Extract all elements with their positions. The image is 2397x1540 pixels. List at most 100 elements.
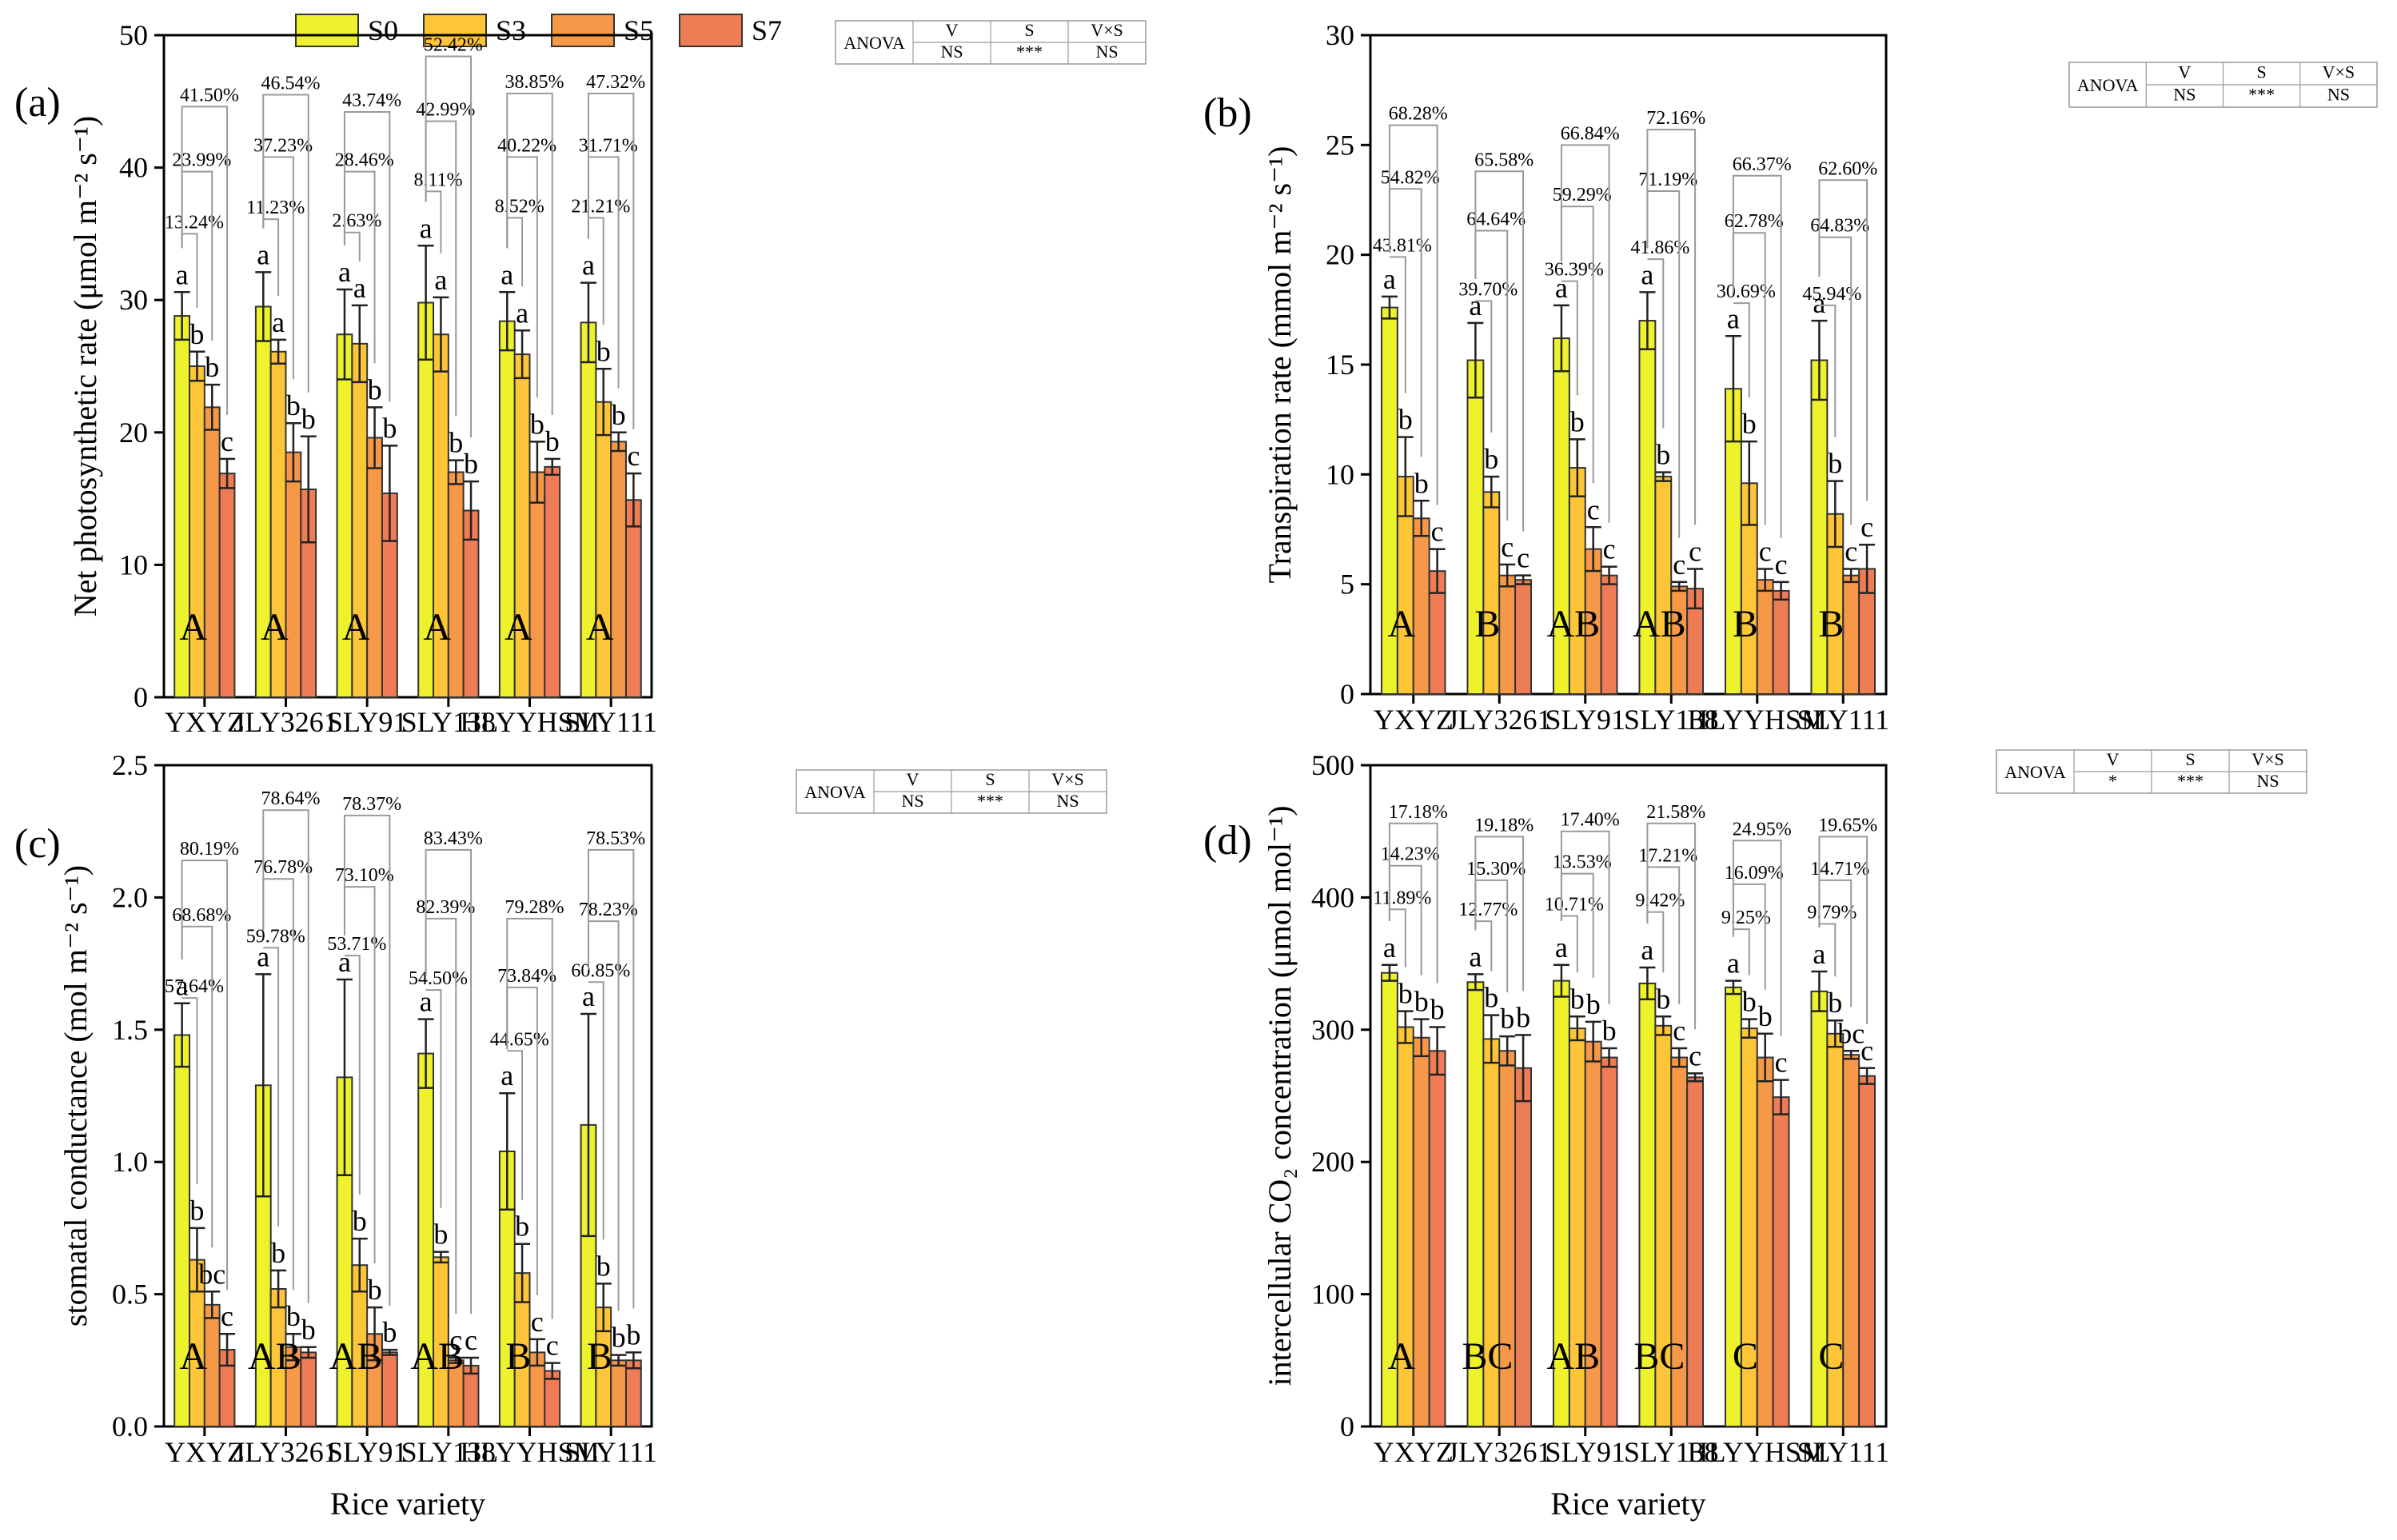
- significance-letter: b: [189, 1195, 204, 1227]
- reduction-percent: 43.81%: [1373, 235, 1432, 256]
- bar: [1756, 579, 1774, 695]
- y-tick-label: 30: [1326, 19, 1354, 51]
- significance-letter: c: [546, 1330, 559, 1362]
- significance-letter: c: [221, 425, 233, 457]
- reduction-percent: 71.19%: [1638, 170, 1697, 190]
- x-tick-label: SLY111: [1797, 1436, 1889, 1468]
- reduction-bracket: [1475, 300, 1493, 433]
- x-tick-label: SLY91: [327, 1436, 407, 1468]
- significance-letter: b: [433, 1219, 448, 1251]
- x-tick-label: HLYYHSM: [460, 706, 599, 738]
- variety-group-letter: A: [342, 606, 370, 648]
- bar: [1756, 1056, 1774, 1428]
- legend-label-s7: S7: [752, 14, 782, 46]
- y-tick-label: 2.0: [112, 881, 148, 913]
- y-tick-label: 100: [1311, 1279, 1354, 1311]
- anova-header: S: [2257, 62, 2267, 82]
- significance-letter: b: [286, 1300, 301, 1332]
- significance-letter: b: [1828, 987, 1842, 1019]
- significance-letter: a: [1555, 932, 1568, 963]
- reduction-percent: 9.79%: [1807, 902, 1857, 923]
- significance-letter: b: [1758, 1000, 1773, 1032]
- anova-header: ANOVA: [804, 782, 866, 802]
- panel-label: (b): [1203, 90, 1252, 136]
- significance-letter: b: [449, 427, 463, 459]
- reduction-percent: 60.85%: [571, 960, 630, 981]
- reduction-percent: 38.85%: [505, 72, 564, 93]
- x-axis-label: Rice variety: [1550, 1486, 1705, 1522]
- panel-label: (a): [14, 80, 61, 126]
- x-tick-label: HLYYHSM: [460, 1436, 599, 1468]
- anova-value: NS: [940, 42, 963, 62]
- reduction-bracket: [587, 92, 635, 430]
- variety-group-letter: BC: [1462, 1335, 1513, 1378]
- reduction-percent: 54.50%: [409, 968, 468, 989]
- x-tick-label: SLY111: [564, 706, 657, 738]
- variety-group-letter: A: [261, 606, 289, 648]
- reduction-percent: 62.60%: [1818, 158, 1877, 179]
- bar: [1568, 467, 1586, 695]
- reduction-percent: 78.53%: [586, 828, 645, 849]
- x-tick-label: YXYZ: [1374, 1436, 1454, 1468]
- bar: [1600, 1056, 1618, 1428]
- y-tick-label: 40: [119, 152, 148, 184]
- reduction-bracket: [1818, 836, 1869, 1024]
- significance-letter: c: [1775, 1047, 1788, 1079]
- y-axis-label: Transpiration rate (mmol m⁻² s⁻¹): [1262, 146, 1298, 584]
- reduction-bracket: [1647, 258, 1665, 429]
- x-tick-label: SLY91: [1545, 1436, 1625, 1468]
- reduction-percent: 23.99%: [172, 150, 231, 171]
- reduction-percent: 16.09%: [1725, 863, 1784, 884]
- reduction-percent: 45.94%: [1802, 284, 1861, 305]
- variety-group-letter: B: [505, 1335, 531, 1378]
- reduction-percent: 59.29%: [1553, 185, 1612, 205]
- reduction-bracket: [1819, 304, 1837, 437]
- significance-letter: b: [286, 389, 301, 421]
- reduction-percent: 47.32%: [586, 72, 645, 93]
- anova-value: *: [2108, 771, 2117, 791]
- reduction-percent: 31.71%: [579, 135, 638, 156]
- x-tick-label: YXYZ: [165, 706, 245, 738]
- significance-letter: a: [582, 249, 595, 281]
- reduction-percent: 57.64%: [165, 976, 224, 997]
- significance-letter: c: [449, 1324, 462, 1356]
- reduction-percent: 73.10%: [335, 865, 394, 886]
- variety-group-letter: A: [505, 606, 532, 648]
- y-tick-label: 0.5: [112, 1279, 148, 1311]
- reduction-percent: 21.21%: [571, 197, 630, 217]
- reduction-percent: 12.77%: [1458, 900, 1518, 920]
- significance-letter: a: [1813, 938, 1825, 970]
- reduction-bracket: [425, 55, 473, 438]
- reduction-bracket: [1732, 840, 1782, 1036]
- anova-value: NS: [2327, 85, 2350, 105]
- significance-letter: b: [1398, 978, 1413, 1010]
- significance-letter: a: [501, 1059, 513, 1091]
- bar: [610, 441, 627, 699]
- variety-group-letter: AB: [329, 1335, 383, 1378]
- reduction-bracket: [343, 111, 391, 402]
- reduction-percent: 72.16%: [1646, 108, 1705, 129]
- legend-swatch-s7: [679, 14, 743, 47]
- reduction-bracket: [262, 809, 309, 1303]
- reduction-bracket: [588, 981, 604, 1240]
- significance-letter: b: [1742, 408, 1757, 440]
- reduction-bracket: [1389, 256, 1406, 393]
- plot-frame: [1369, 34, 1888, 696]
- significance-letter: c: [1759, 535, 1772, 567]
- significance-letter: b: [1828, 448, 1842, 480]
- chart-panel-a: 0 10 20 30 40 50 Net photosynthetic rate (μmol…: [14, 19, 1147, 738]
- bar: [285, 451, 302, 698]
- bar: [381, 1351, 398, 1427]
- x-tick-label: YXYZ: [1374, 704, 1454, 736]
- variety-group-letter: C: [1818, 1335, 1844, 1378]
- reduction-percent: 66.37%: [1733, 154, 1792, 175]
- variety-group-letter: AB: [248, 1335, 301, 1378]
- bar: [1514, 1067, 1533, 1427]
- significance-letter: b: [1414, 986, 1429, 1018]
- significance-letter: b: [382, 1316, 397, 1348]
- significance-letter: a: [434, 264, 447, 296]
- variety-group-letter: B: [1474, 603, 1500, 645]
- significance-letter: b: [301, 1314, 316, 1346]
- reduction-percent: 82.39%: [416, 897, 475, 918]
- anova-value: ***: [2177, 771, 2204, 791]
